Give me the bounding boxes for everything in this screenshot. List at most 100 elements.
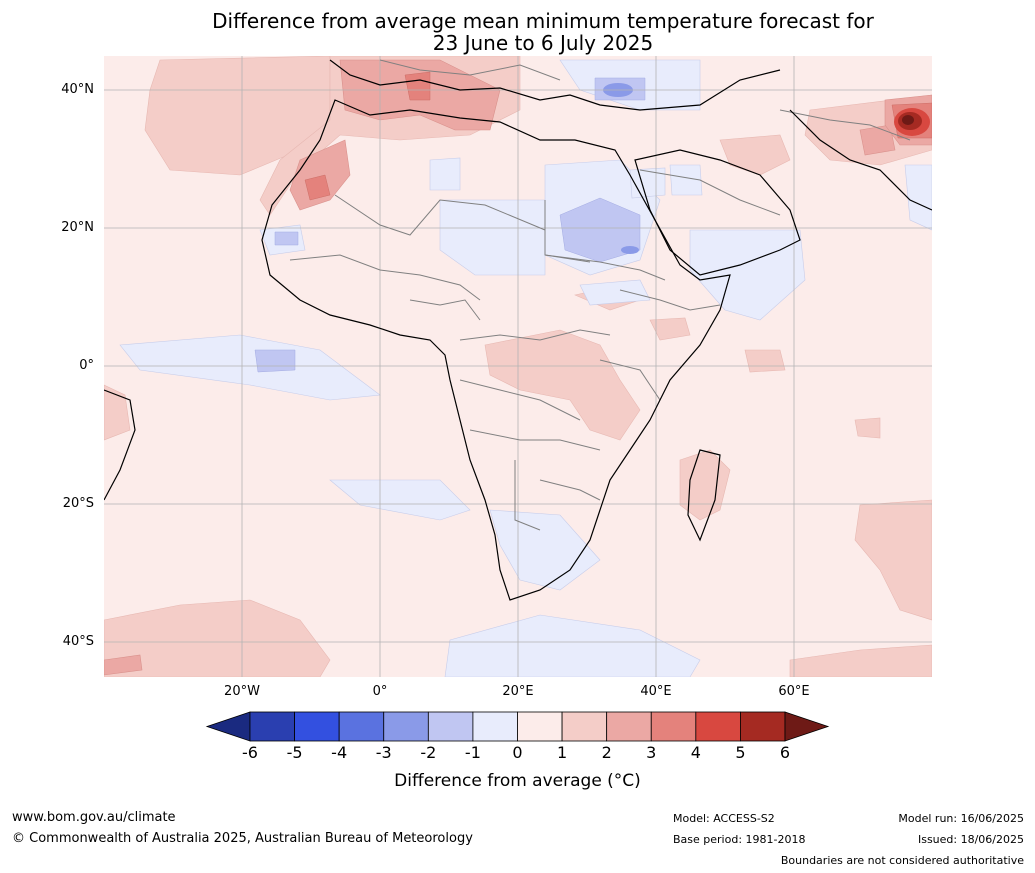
cool-area-southern-ocean <box>444 614 701 677</box>
footer-base-period: Base period: 1981-2018 <box>673 833 806 846</box>
cool-area-india <box>904 164 932 231</box>
colorbar-arrow-left <box>205 711 251 742</box>
anomaly-area-algeria-3 <box>404 71 431 101</box>
lat-label-0: 0° <box>79 358 94 373</box>
colorbar-segment <box>472 711 518 742</box>
coastline-madagascar <box>687 449 721 542</box>
cool-area-arabia <box>689 229 806 321</box>
border-sudan <box>544 254 666 281</box>
cool-area-sahel <box>579 279 651 306</box>
gridlines <box>104 56 932 677</box>
footer-issued: Issued: 18/06/2025 <box>917 833 1024 846</box>
colorbar-tick-label: -1 <box>464 743 481 762</box>
anomaly-area-southern-ocean <box>789 644 932 677</box>
lat-label-40s: 40°S <box>62 634 94 649</box>
anomaly-area-morocco-3 <box>304 174 331 201</box>
anomaly-area-congo <box>484 329 641 441</box>
cool-area-egypt-2 <box>559 197 641 263</box>
anomaly-area-south-atlantic <box>104 599 331 677</box>
cool-area-saudi <box>669 164 703 196</box>
lon-label-0: 0° <box>372 684 388 699</box>
colorbar-segment <box>427 711 474 742</box>
border-angola <box>469 429 601 451</box>
anomaly-area-arabia <box>719 134 791 176</box>
title-line-1: Difference from average mean minimum tem… <box>212 9 874 33</box>
title-line-2: 23 June to 6 July 2025 <box>432 31 654 55</box>
colorbar-segment <box>338 711 385 742</box>
anomaly-hotspot-6 <box>902 115 914 125</box>
border-southern <box>539 479 601 501</box>
coastline-europe <box>329 59 781 111</box>
colorbar-segment <box>740 711 786 742</box>
colorbar-segment <box>606 711 652 742</box>
cool-area-south-africa <box>489 509 601 591</box>
colorbar-tick-label: -6 <box>242 743 258 762</box>
colorbar-tick-label: -4 <box>331 743 348 762</box>
border-central <box>459 329 611 341</box>
colorbar-segment <box>249 711 295 742</box>
footer-model-run: Model run: 16/06/2025 <box>898 812 1024 825</box>
colorbar-tick-label: 6 <box>779 743 791 762</box>
anomaly-area-ocean-south <box>854 417 881 439</box>
lon-label-60e: 60°E <box>778 684 810 699</box>
border-nigeria <box>409 299 481 321</box>
lat-label-20s: 20°S <box>62 496 94 511</box>
colorbar-tick-label: 0 <box>512 743 523 762</box>
border-namibia <box>514 460 541 531</box>
border-east <box>599 359 661 401</box>
lon-label-20w: 20°W <box>224 684 260 699</box>
footer-model: Model: ACCESS-S2 <box>673 812 775 825</box>
colorbar-arrow-right <box>784 711 830 742</box>
anomaly-area-madagascar <box>679 449 731 521</box>
border-west-africa <box>289 254 481 301</box>
colorbar-tick-label: 3 <box>646 743 657 762</box>
border-horn <box>619 289 721 311</box>
coastline-americas <box>104 389 136 501</box>
cool-area-egypt-3 <box>621 246 639 254</box>
colorbar-tick-label: -5 <box>286 743 303 762</box>
colorbar-segment <box>561 711 608 742</box>
cool-area-gulf-of-guinea <box>119 334 381 401</box>
border-europe <box>379 59 561 81</box>
colorbar-segment <box>517 711 563 742</box>
colorbar-tick-label: -2 <box>420 743 437 762</box>
lon-label-40e: 40°E <box>640 684 672 699</box>
colorbar-segment <box>294 711 340 742</box>
colorbar-tick-label: 4 <box>690 743 701 762</box>
colorbar <box>205 711 830 742</box>
border-congo <box>459 379 581 421</box>
lon-label-20e: 20°E <box>502 684 534 699</box>
country-borders <box>289 59 911 531</box>
chart-title: Difference from average mean minimum tem… <box>0 10 1035 54</box>
anomaly-area-iran-2 <box>859 124 896 156</box>
anomaly-area-indian-ocean <box>854 499 932 621</box>
border-mideast <box>639 169 781 216</box>
colorbar-segment <box>383 711 429 742</box>
coastline-africa <box>261 99 731 601</box>
colorbar-tick-label: 1 <box>556 743 568 762</box>
coastlines <box>104 59 932 601</box>
colorbar-tick-label: 5 <box>735 743 746 762</box>
colorbar-tick-label: -3 <box>375 743 392 762</box>
anomaly-area-ocean-east <box>744 349 786 373</box>
anomaly-area-southwest-2 <box>104 654 143 676</box>
colorbar-title: Difference from average (°C) <box>394 771 641 791</box>
cool-area-senegal-2 <box>274 231 299 246</box>
anomaly-area-gulf <box>104 384 131 441</box>
cool-area-libya <box>429 157 461 191</box>
colorbar-segment <box>695 711 741 742</box>
cool-area-ocean-2 <box>254 349 296 373</box>
colorbar-segment <box>650 711 697 742</box>
anomaly-area-morocco-2 <box>289 139 351 211</box>
lat-label-40n: 40°N <box>61 82 94 97</box>
footer-disclaimer: Boundaries are not considered authoritat… <box>780 854 1024 867</box>
cool-area-red-sea <box>629 167 666 199</box>
coastline-asia <box>789 109 932 211</box>
footer-website[interactable]: www.bom.gov.au/climate <box>12 810 176 825</box>
footer-copyright: © Commonwealth of Australia 2025, Austra… <box>12 831 473 846</box>
anomaly-area-east-africa <box>649 317 691 341</box>
colorbar-tick-label: 2 <box>601 743 612 762</box>
coastline-arabia <box>634 149 801 276</box>
border-asia <box>779 109 911 141</box>
